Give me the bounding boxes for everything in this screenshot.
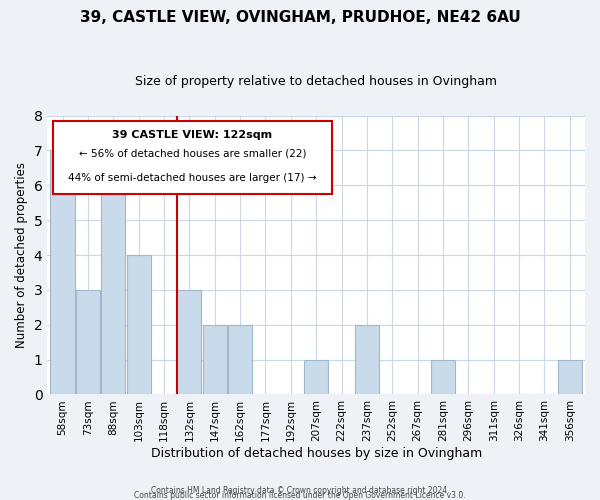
- Bar: [50, 150, 74, 394]
- Bar: [558, 360, 582, 394]
- Bar: [76, 290, 100, 395]
- Text: Contains public sector information licensed under the Open Government Licence v3: Contains public sector information licen…: [134, 490, 466, 500]
- Bar: [203, 324, 227, 394]
- Bar: [127, 255, 151, 394]
- Bar: [431, 360, 455, 394]
- Text: 44% of semi-detached houses are larger (17) →: 44% of semi-detached houses are larger (…: [68, 172, 317, 182]
- Text: ← 56% of detached houses are smaller (22): ← 56% of detached houses are smaller (22…: [79, 149, 306, 159]
- FancyBboxPatch shape: [53, 121, 332, 194]
- Text: 39 CASTLE VIEW: 122sqm: 39 CASTLE VIEW: 122sqm: [112, 130, 272, 140]
- Bar: [228, 324, 252, 394]
- Bar: [355, 324, 379, 394]
- X-axis label: Distribution of detached houses by size in Ovingham: Distribution of detached houses by size …: [151, 447, 482, 460]
- Title: Size of property relative to detached houses in Ovingham: Size of property relative to detached ho…: [135, 75, 497, 88]
- Bar: [177, 290, 202, 395]
- Bar: [101, 150, 125, 394]
- Y-axis label: Number of detached properties: Number of detached properties: [15, 162, 28, 348]
- Text: Contains HM Land Registry data © Crown copyright and database right 2024.: Contains HM Land Registry data © Crown c…: [151, 486, 449, 495]
- Text: 39, CASTLE VIEW, OVINGHAM, PRUDHOE, NE42 6AU: 39, CASTLE VIEW, OVINGHAM, PRUDHOE, NE42…: [80, 10, 520, 25]
- Bar: [304, 360, 328, 394]
